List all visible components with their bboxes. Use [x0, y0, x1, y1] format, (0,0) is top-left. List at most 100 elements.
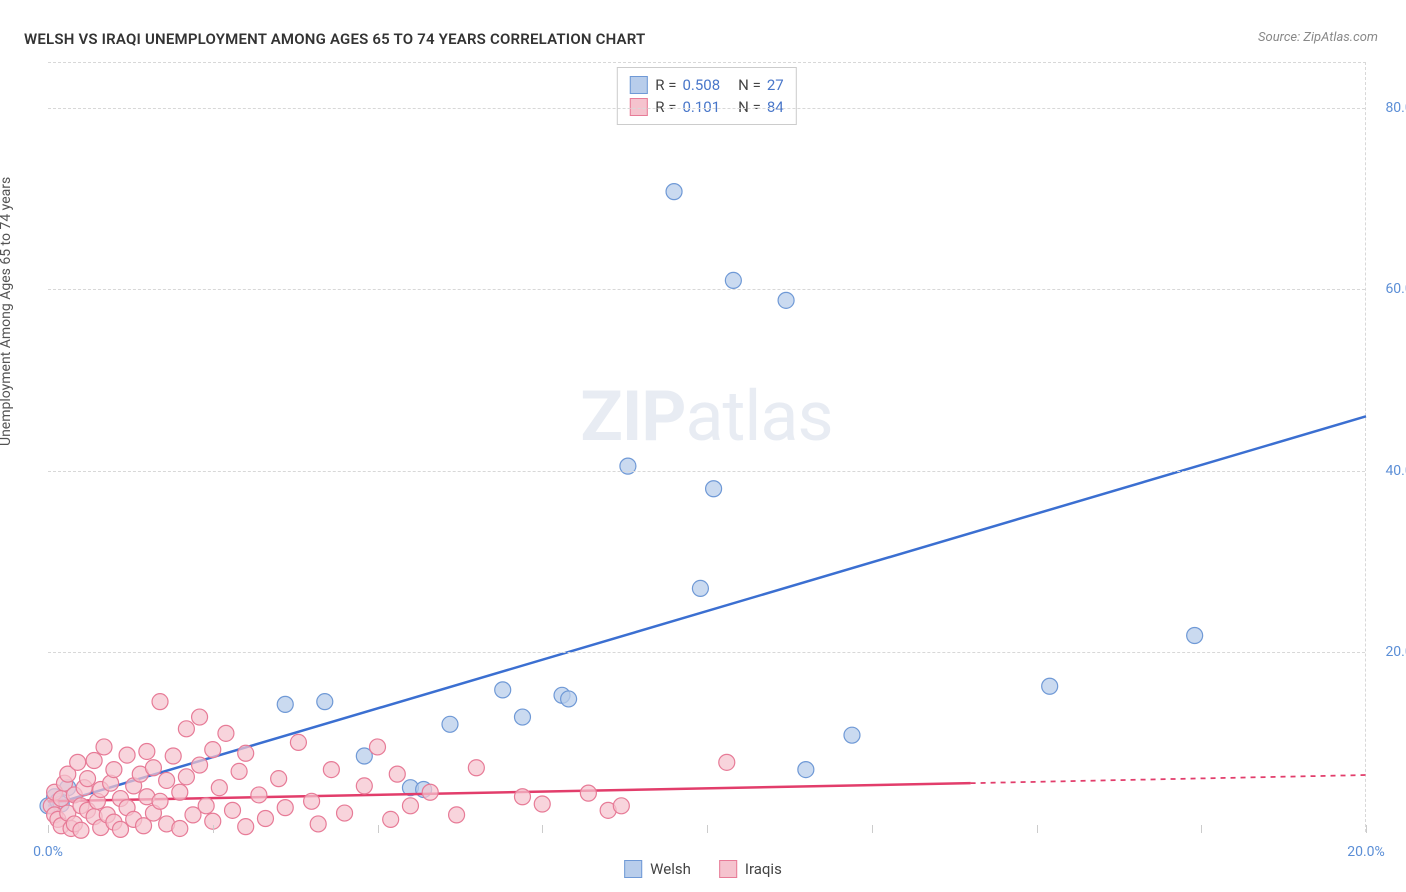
scatter-point: [80, 771, 96, 787]
scatter-point: [561, 691, 577, 707]
scatter-point: [468, 760, 484, 776]
source-attribution: Source: ZipAtlas.com: [1258, 30, 1378, 45]
chart-title: WELSH VS IRAQI UNEMPLOYMENT AMONG AGES 6…: [24, 30, 645, 48]
scatter-point: [257, 811, 273, 827]
scatter-point: [145, 760, 161, 776]
x-tick: [48, 825, 49, 833]
y-axis-label: Unemployment Among Ages 65 to 74 years: [0, 177, 14, 446]
scatter-point: [389, 766, 405, 782]
scatter-point: [238, 819, 254, 835]
scatter-point: [304, 793, 320, 809]
scatter-point: [152, 793, 168, 809]
legend-item: Welsh: [624, 860, 691, 878]
chart-plot-area: ZIPatlas R = 0.508N = 27R = 0.101N = 84 …: [48, 62, 1366, 832]
scatter-point: [139, 743, 155, 759]
scatter-point: [370, 739, 386, 755]
x-tick-label: 20.0%: [1347, 844, 1385, 860]
scatter-point: [178, 721, 194, 737]
y-tick-label: 40.0%: [1385, 463, 1406, 479]
scatter-point: [1042, 678, 1058, 694]
scatter-point: [192, 709, 208, 725]
scatter-point: [231, 763, 247, 779]
scatter-point: [514, 789, 530, 805]
legend-swatch: [624, 860, 642, 878]
trend-line-extrapolated: [971, 775, 1366, 783]
scatter-point: [251, 787, 267, 803]
scatter-point: [1187, 628, 1203, 644]
scatter-point: [337, 805, 353, 821]
legend-swatch: [719, 860, 737, 878]
series-legend: Welsh Iraqis: [624, 860, 782, 878]
scatter-point: [86, 753, 102, 769]
scatter-point: [666, 184, 682, 200]
scatter-point: [70, 754, 86, 770]
scatter-point: [323, 762, 339, 778]
scatter-point: [310, 816, 326, 832]
scatter-point: [106, 762, 122, 778]
gridline: [48, 108, 1365, 109]
stat-n: N = 27: [738, 76, 784, 94]
scatter-point: [620, 458, 636, 474]
scatter-point: [692, 580, 708, 596]
legend-label: Iraqis: [745, 860, 782, 878]
gridline: [48, 289, 1365, 290]
correlation-stats-legend: R = 0.508 N = 27 R = 0.101 N = 84: [616, 67, 796, 125]
x-tick-label: 0.0%: [33, 844, 63, 860]
scatter-point: [172, 820, 188, 836]
x-tick: [1037, 825, 1038, 833]
scatter-point: [514, 709, 530, 725]
scatter-point: [205, 742, 221, 758]
stat-row: R = 0.508 N = 27: [629, 74, 783, 96]
scatter-point: [719, 754, 735, 770]
scatter-point: [725, 272, 741, 288]
scatter-point: [225, 802, 241, 818]
scatter-point: [495, 682, 511, 698]
series-swatch: [629, 98, 647, 116]
scatter-point: [152, 694, 168, 710]
scatter-point: [317, 694, 333, 710]
stat-row: R = 0.101 N = 84: [629, 96, 783, 118]
scatter-point: [165, 748, 181, 764]
x-tick: [213, 825, 214, 833]
scatter-point: [449, 807, 465, 823]
scatter-point: [356, 778, 372, 794]
scatter-point: [172, 784, 188, 800]
scatter-point: [580, 785, 596, 801]
scatter-point: [844, 727, 860, 743]
series-swatch: [629, 76, 647, 94]
scatter-plot-svg: [48, 63, 1365, 832]
scatter-point: [73, 822, 89, 838]
x-tick: [378, 825, 379, 833]
y-tick-label: 60.0%: [1385, 281, 1406, 297]
scatter-point: [383, 811, 399, 827]
scatter-point: [442, 716, 458, 732]
legend-label: Welsh: [650, 860, 691, 878]
scatter-point: [402, 798, 418, 814]
scatter-point: [198, 798, 214, 814]
scatter-point: [798, 762, 814, 778]
stat-r: R = 0.101: [655, 98, 720, 116]
legend-item: Iraqis: [719, 860, 782, 878]
stat-n: N = 84: [738, 98, 784, 116]
scatter-point: [706, 481, 722, 497]
x-tick: [1366, 825, 1367, 833]
scatter-point: [96, 739, 112, 755]
scatter-point: [211, 780, 227, 796]
scatter-point: [238, 745, 254, 761]
scatter-point: [159, 772, 175, 788]
scatter-point: [192, 757, 208, 773]
x-tick: [542, 825, 543, 833]
scatter-point: [271, 771, 287, 787]
x-tick: [707, 825, 708, 833]
gridline: [48, 652, 1365, 653]
scatter-point: [613, 798, 629, 814]
scatter-point: [218, 725, 234, 741]
scatter-point: [178, 769, 194, 785]
scatter-point: [112, 821, 128, 837]
stat-r: R = 0.508: [655, 76, 720, 94]
x-tick: [872, 825, 873, 833]
scatter-point: [119, 747, 135, 763]
scatter-point: [290, 734, 306, 750]
scatter-point: [534, 796, 550, 812]
gridline: [48, 471, 1365, 472]
